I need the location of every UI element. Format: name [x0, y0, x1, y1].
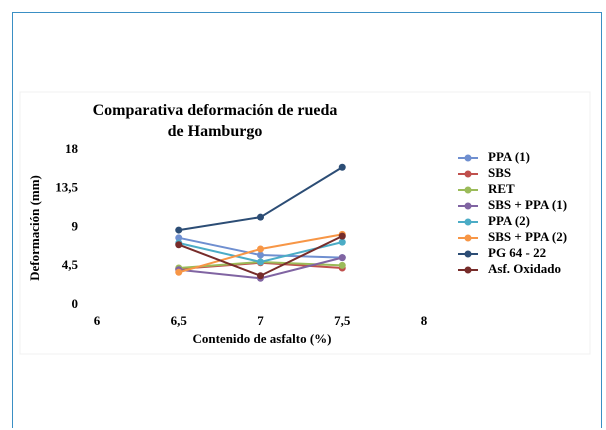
chart-title: Comparativa deformación de rueda de Hamb…: [92, 102, 338, 140]
legend-label: PG 64 - 22: [488, 245, 546, 260]
x-tick-label: 7,5: [334, 313, 351, 328]
y-tick-label: 4,5: [62, 257, 79, 272]
y-tick-label: 18: [65, 141, 79, 156]
point: [338, 261, 346, 269]
point: [338, 163, 346, 171]
x-tick-label: 6,5: [171, 313, 188, 328]
legend-marker: [464, 218, 472, 226]
x-tick-label: 6: [94, 313, 101, 328]
legend-label: SBS: [488, 165, 511, 180]
legend-marker: [464, 202, 472, 210]
point: [257, 251, 264, 259]
point: [257, 213, 264, 221]
x-tick-label: 8: [421, 313, 428, 328]
legend-marker: [464, 234, 472, 242]
y-tick-label: 9: [72, 218, 79, 233]
point: [338, 254, 346, 262]
point: [175, 234, 183, 242]
x-tick-label: 7: [257, 313, 264, 328]
legend-marker: [464, 186, 472, 194]
legend-marker: [464, 170, 472, 178]
x-axis-label: Contenido de asfalto (%): [192, 331, 331, 346]
point: [257, 245, 264, 253]
legend-marker: [464, 154, 472, 162]
plot-frame: [19, 91, 591, 355]
legend-label: SBS + PPA (1): [488, 197, 567, 212]
legend-label: SBS + PPA (2): [488, 229, 567, 244]
legend-marker: [464, 266, 472, 274]
point: [338, 238, 346, 246]
legend-marker: [464, 250, 472, 258]
point: [257, 258, 264, 266]
legend-label: PPA (1): [488, 149, 530, 164]
legend-label: RET: [488, 181, 515, 196]
y-tick-label: 0: [72, 296, 79, 311]
legend-label: PPA (2): [488, 213, 530, 228]
y-axis-label: Deformación (mm): [27, 175, 42, 281]
point: [338, 232, 346, 240]
legend-label: Asf. Oxidado: [488, 261, 561, 276]
point: [175, 226, 183, 234]
frame: [12, 12, 602, 428]
point: [175, 268, 183, 276]
y-tick-label: 13,5: [55, 180, 78, 195]
point: [175, 241, 183, 249]
point: [257, 272, 264, 280]
